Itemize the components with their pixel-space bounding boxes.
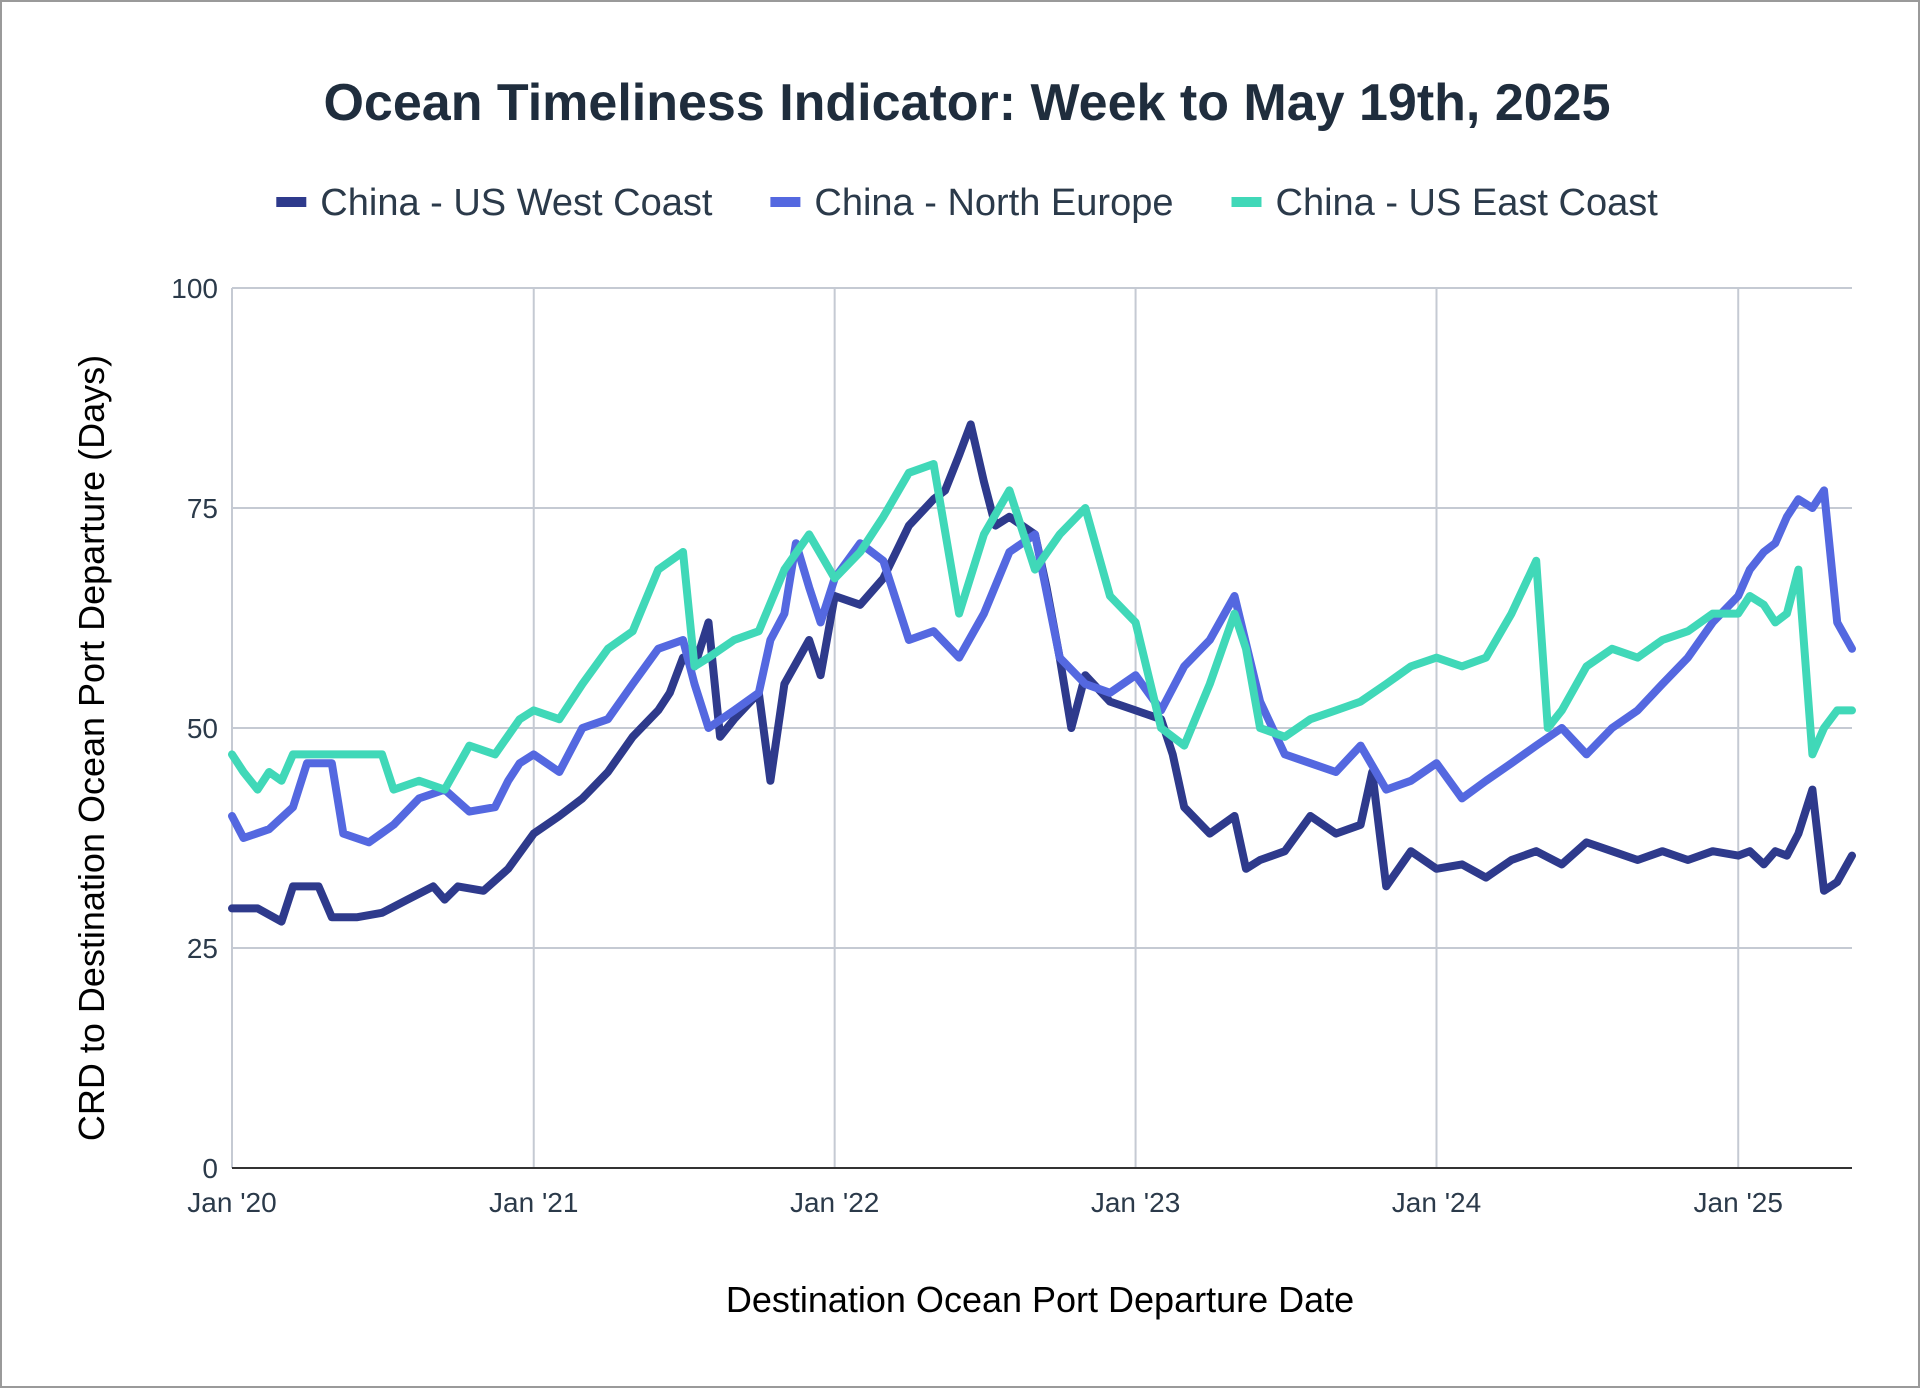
chart-legend: China - US West Coast China - North Europ… (276, 182, 1658, 224)
chart-grid (231, 287, 1852, 1168)
series-line-2 (228, 486, 1856, 847)
y-tick-label: 50 (187, 713, 218, 744)
series-line-1 (228, 420, 1856, 926)
y-tick-label: 0 (202, 1153, 218, 1184)
chart-series (228, 420, 1856, 926)
chart-axes: 0 25 50 75 100 Jan '20 Jan '21 Jan '22 Jan '23 Ja… (171, 273, 1852, 1218)
x-tick-label: Jan '23 (1091, 1187, 1180, 1218)
legend-label: China - US West Coast (320, 182, 713, 224)
x-tick-label: Jan '25 (1694, 1187, 1783, 1218)
legend-label: China - US East Coast (1276, 182, 1659, 224)
chart-title: Ocean Timeliness Indicator: Week to May … (323, 74, 1610, 132)
y-tick-label: 75 (187, 493, 218, 524)
x-tick-label: Jan '21 (489, 1187, 578, 1218)
x-tick-label: Jan '22 (790, 1187, 879, 1218)
y-tick-label: 25 (187, 933, 218, 964)
y-axis-title: CRD to Destination Ocean Port Departure … (71, 355, 112, 1141)
legend-item-2: China - North Europe (770, 182, 1173, 224)
x-tick-label: Jan '20 (187, 1187, 276, 1218)
series-line-3 (228, 460, 1856, 794)
legend-item-3: China - US East Coast (1231, 182, 1659, 224)
y-tick-label: 100 (171, 273, 218, 304)
x-tick-label: Jan '24 (1392, 1187, 1481, 1218)
legend-label: China - North Europe (814, 182, 1173, 224)
x-axis-title: Destination Ocean Port Departure Date (726, 1279, 1354, 1320)
legend-item-1: China - US West Coast (276, 182, 713, 224)
